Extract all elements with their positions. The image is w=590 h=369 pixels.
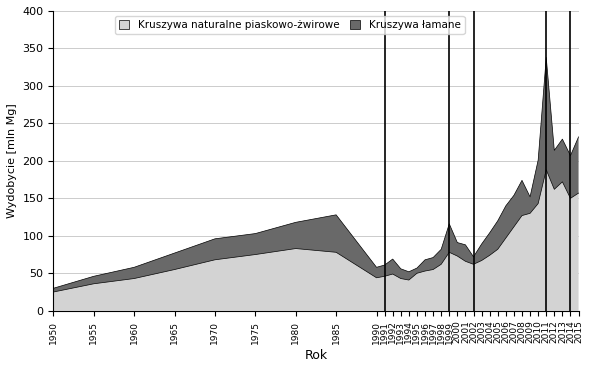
X-axis label: Rok: Rok: [304, 349, 327, 362]
Y-axis label: Wydobycie [mln Mg]: Wydobycie [mln Mg]: [7, 103, 17, 218]
Legend: Kruszywa naturalne piaskowo-żwirowe, Kruszywa łamane: Kruszywa naturalne piaskowo-żwirowe, Kru…: [115, 16, 464, 34]
